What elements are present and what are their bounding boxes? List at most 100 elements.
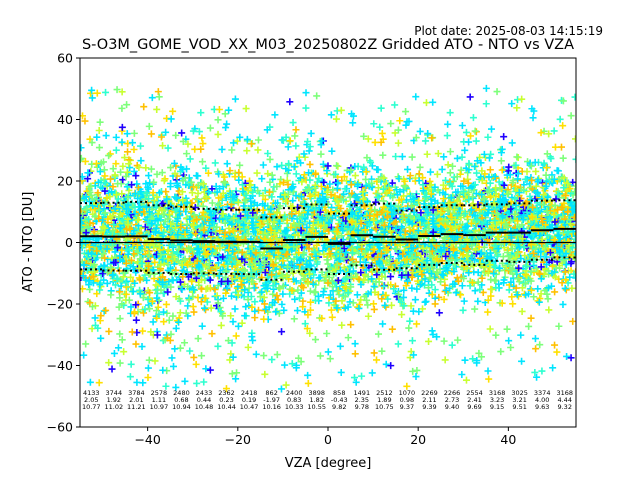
data-point bbox=[182, 309, 190, 317]
data-point bbox=[167, 330, 175, 338]
data-point bbox=[107, 291, 115, 299]
data-point bbox=[80, 144, 85, 152]
data-point bbox=[102, 132, 110, 140]
data-point bbox=[155, 310, 163, 318]
data-point bbox=[116, 330, 124, 338]
data-point bbox=[132, 301, 140, 309]
data-point bbox=[149, 318, 157, 326]
data-point bbox=[165, 316, 173, 324]
data-point bbox=[87, 182, 95, 190]
data-point bbox=[118, 88, 126, 96]
plot-date: Plot date: 2025-08-03 14:15:19 bbox=[414, 24, 603, 38]
data-point bbox=[176, 278, 184, 286]
data-point bbox=[143, 237, 151, 245]
data-point bbox=[162, 300, 170, 308]
data-point bbox=[125, 296, 133, 304]
data-point bbox=[88, 139, 96, 147]
data-point bbox=[112, 191, 120, 199]
data-point bbox=[84, 169, 92, 177]
data-point bbox=[127, 303, 135, 311]
data-point bbox=[151, 357, 159, 365]
data-point bbox=[181, 174, 189, 182]
data-point bbox=[118, 123, 126, 131]
data-point bbox=[132, 316, 140, 324]
data-point bbox=[118, 138, 126, 146]
data-point bbox=[144, 364, 152, 372]
data-point bbox=[99, 216, 107, 224]
data-point bbox=[143, 203, 151, 211]
data-point bbox=[101, 200, 109, 208]
data-point bbox=[80, 351, 88, 359]
data-point bbox=[124, 250, 132, 258]
data-point bbox=[132, 172, 140, 180]
data-point bbox=[95, 206, 103, 214]
data-point bbox=[82, 229, 90, 237]
data-point bbox=[118, 336, 126, 344]
data-point bbox=[88, 250, 96, 258]
data-point bbox=[164, 261, 172, 269]
data-point bbox=[91, 314, 99, 322]
data-point bbox=[144, 250, 152, 258]
data-point bbox=[170, 362, 178, 370]
data-point bbox=[184, 283, 192, 291]
data-point bbox=[118, 190, 126, 198]
data-point bbox=[187, 178, 195, 186]
data-point bbox=[163, 195, 171, 203]
data-point bbox=[123, 168, 131, 176]
data-point bbox=[169, 107, 177, 115]
data-point bbox=[93, 133, 101, 141]
data-point bbox=[172, 324, 180, 332]
data-point bbox=[163, 309, 171, 317]
data-point bbox=[146, 242, 154, 250]
data-point bbox=[184, 140, 192, 148]
data-point bbox=[90, 228, 98, 236]
data-point bbox=[112, 146, 120, 154]
data-point bbox=[164, 288, 172, 296]
data-point bbox=[100, 262, 108, 270]
data-point bbox=[186, 231, 194, 239]
data-point bbox=[117, 180, 125, 188]
data-point bbox=[153, 221, 161, 229]
data-point bbox=[100, 166, 108, 174]
data-point bbox=[95, 379, 103, 387]
data-point bbox=[145, 262, 153, 270]
data-point bbox=[118, 104, 126, 112]
data-point bbox=[144, 374, 152, 382]
data-point bbox=[160, 227, 168, 235]
data-point bbox=[166, 211, 174, 219]
chart-title: S-O3M_GOME_VOD_XX_M03_20250802Z Gridded … bbox=[82, 37, 574, 53]
data-point bbox=[169, 276, 177, 284]
data-point bbox=[106, 239, 114, 247]
data-point bbox=[100, 276, 108, 284]
data-point bbox=[145, 122, 153, 130]
data-point bbox=[130, 129, 138, 137]
data-point bbox=[103, 279, 111, 287]
data-point bbox=[128, 328, 136, 336]
data-point bbox=[139, 379, 147, 387]
data-point bbox=[188, 277, 196, 285]
data-point bbox=[138, 259, 146, 267]
data-point bbox=[112, 160, 120, 168]
data-point bbox=[116, 288, 124, 296]
data-point bbox=[118, 246, 126, 254]
data-point bbox=[103, 245, 111, 253]
data-point bbox=[171, 170, 179, 178]
data-point bbox=[97, 334, 105, 342]
data-point bbox=[109, 271, 117, 279]
data-point bbox=[106, 175, 114, 183]
data-point bbox=[80, 261, 88, 269]
data-point bbox=[142, 180, 150, 188]
data-point bbox=[130, 226, 138, 234]
data-point bbox=[122, 279, 130, 287]
data-point bbox=[125, 160, 133, 168]
data-point bbox=[121, 154, 129, 162]
data-point bbox=[116, 252, 124, 260]
data-point bbox=[86, 299, 94, 307]
data-point bbox=[133, 378, 141, 386]
data-point bbox=[126, 225, 134, 233]
data-point bbox=[155, 93, 163, 101]
data-point bbox=[151, 228, 159, 236]
data-point bbox=[88, 303, 96, 311]
data-point bbox=[117, 168, 125, 176]
